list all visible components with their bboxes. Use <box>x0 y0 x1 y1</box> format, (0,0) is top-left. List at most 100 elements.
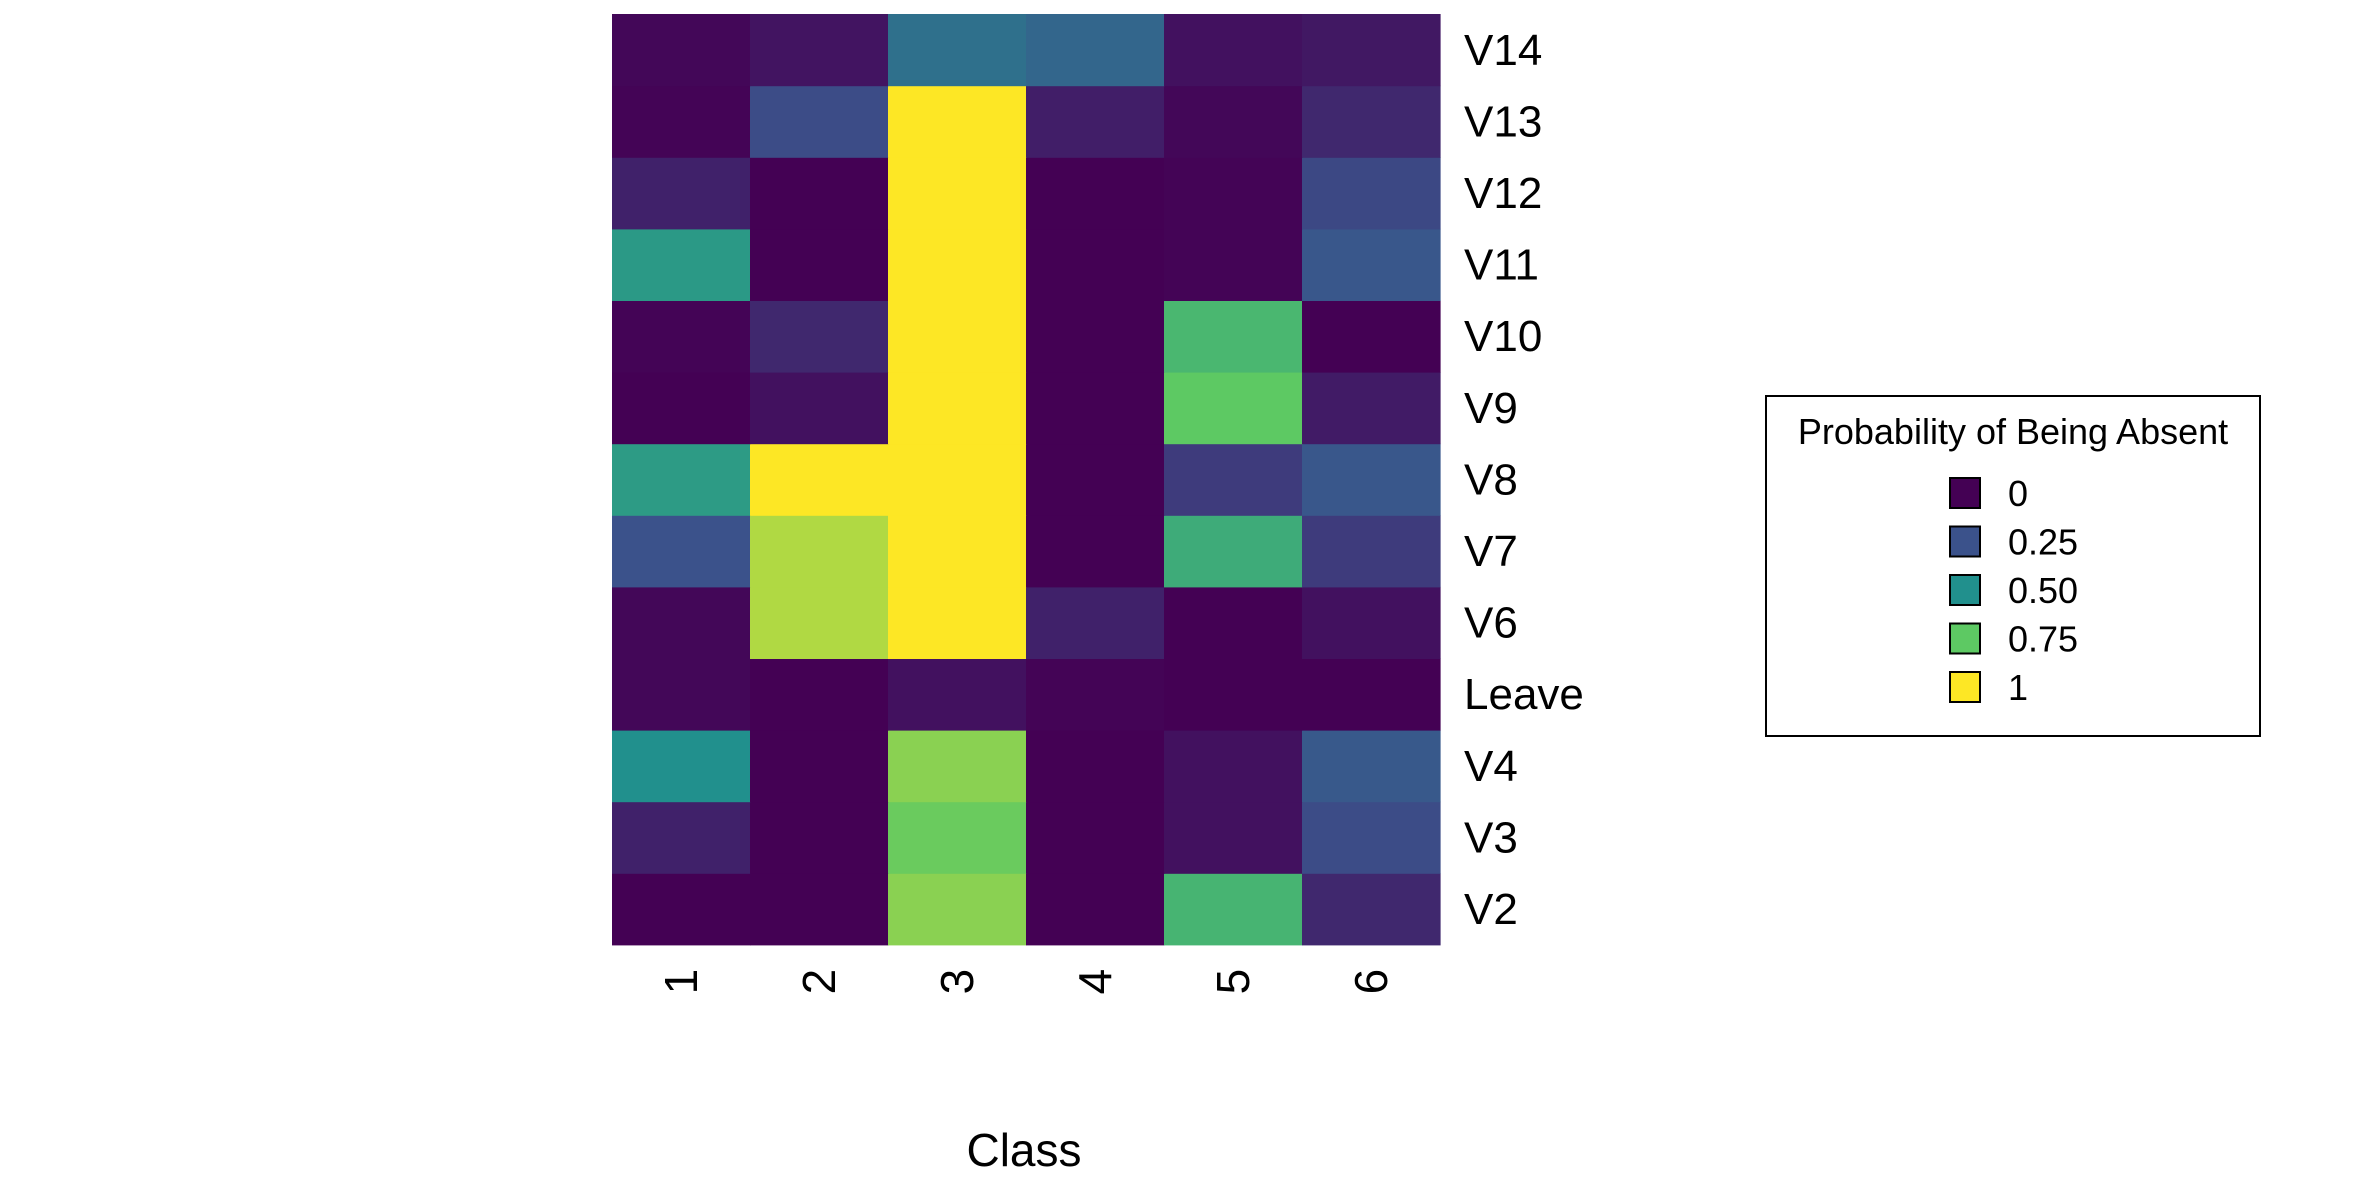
heatmap-cell-v13-class-1 <box>612 85 751 158</box>
heatmap-cell-v10-class-6 <box>1302 300 1441 373</box>
heatmap-cell-v9-class-5 <box>1164 372 1303 445</box>
heatmap-cell-v14-class-5 <box>1164 14 1303 87</box>
heatmap-cell-v8-class-3 <box>888 443 1027 516</box>
heatmap-cell-leave-class-4 <box>1026 658 1165 731</box>
heatmap-cell-v4-class-1 <box>612 730 751 803</box>
heatmap-cell-v11-class-5 <box>1164 228 1303 301</box>
heatmap-cell-v6-class-2 <box>750 586 889 659</box>
legend-swatch <box>1949 477 1981 509</box>
heatmap-cell-v2-class-6 <box>1302 873 1441 946</box>
legend-label: 0.25 <box>2008 522 2078 563</box>
heatmap-cell-v10-class-5 <box>1164 300 1303 373</box>
heatmap-cell-v7-class-3 <box>888 515 1027 588</box>
heatmap-cell-v14-class-2 <box>750 14 889 87</box>
legend-label: 0.75 <box>2008 619 2078 660</box>
heatmap-cell-v9-class-3 <box>888 372 1027 445</box>
heatmap-cell-v10-class-1 <box>612 300 751 373</box>
legend-label: 0.50 <box>2008 570 2078 611</box>
heatmap-cell-leave-class-6 <box>1302 658 1441 731</box>
heatmap-cell-v13-class-6 <box>1302 85 1441 158</box>
heatmap-cell-v6-class-4 <box>1026 586 1165 659</box>
heatmap-cell-v11-class-6 <box>1302 228 1441 301</box>
y-tick-label: V11 <box>1464 241 1539 290</box>
heatmap-cell-v7-class-4 <box>1026 515 1165 588</box>
y-tick-labels: V2 V3 V4 Leave V6 V7 V8 V9 V10 V11 V12 V13 V14 <box>1464 26 1584 934</box>
heatmap-cell-v2-class-3 <box>888 873 1027 946</box>
heatmap-cell-v2-class-5 <box>1164 873 1303 946</box>
y-tick-label: V3 <box>1464 813 1518 862</box>
heatmap-cell-v11-class-3 <box>888 228 1027 301</box>
heatmap-cell-v4-class-5 <box>1164 730 1303 803</box>
x-tick-label: 6 <box>1345 969 1397 995</box>
y-tick-label: V8 <box>1464 455 1518 504</box>
heatmap-cell-v3-class-6 <box>1302 801 1441 874</box>
x-tick-label: 4 <box>1069 969 1121 995</box>
x-tick-labels: 1 2 3 4 5 6 <box>655 969 1397 995</box>
x-tick-label: 3 <box>931 969 983 995</box>
heatmap-cell-v7-class-1 <box>612 515 751 588</box>
heatmap-cell-v8-class-4 <box>1026 443 1165 516</box>
heatmap-cell-v13-class-3 <box>888 85 1027 158</box>
heatmap-cell-v8-class-1 <box>612 443 751 516</box>
heatmap-cell-v14-class-4 <box>1026 14 1165 87</box>
heatmap-cells <box>612 14 1441 946</box>
heatmap-cell-leave-class-2 <box>750 658 889 731</box>
heatmap-cell-v14-class-1 <box>612 14 751 87</box>
heatmap-cell-v8-class-2 <box>750 443 889 516</box>
y-tick-label: V2 <box>1464 885 1518 934</box>
heatmap-cell-v13-class-2 <box>750 85 889 158</box>
legend-swatch <box>1949 671 1981 703</box>
heatmap-cell-v2-class-4 <box>1026 873 1165 946</box>
y-tick-label: V7 <box>1464 527 1518 576</box>
heatmap-cell-v12-class-1 <box>612 157 751 230</box>
heatmap-cell-leave-class-5 <box>1164 658 1303 731</box>
heatmap-cell-v12-class-5 <box>1164 157 1303 230</box>
legend-label: 1 <box>2008 667 2028 708</box>
heatmap-cell-v3-class-1 <box>612 801 751 874</box>
y-tick-label: V9 <box>1464 384 1518 433</box>
heatmap-cell-v3-class-2 <box>750 801 889 874</box>
heatmap-cell-v11-class-1 <box>612 228 751 301</box>
y-tick-label: V10 <box>1464 312 1542 361</box>
heatmap-cell-v12-class-4 <box>1026 157 1165 230</box>
legend-swatch <box>1949 574 1981 606</box>
legend-items: 0 0.25 0.50 0.75 1 <box>1949 473 2078 708</box>
heatmap-cell-v6-class-1 <box>612 586 751 659</box>
legend-swatch <box>1949 525 1981 558</box>
y-tick-label: V14 <box>1464 26 1542 75</box>
y-tick-label: V4 <box>1464 742 1518 791</box>
heatmap-cell-v2-class-1 <box>612 873 751 946</box>
legend: Probability of Being Absent 0 0.25 0.50 0.7… <box>1765 395 2261 737</box>
y-tick-label: V12 <box>1464 169 1542 218</box>
heatmap-cell-v11-class-4 <box>1026 228 1165 301</box>
heatmap-cell-v4-class-6 <box>1302 730 1441 803</box>
heatmap-cell-v9-class-2 <box>750 372 889 445</box>
y-tick-label: V13 <box>1464 97 1542 146</box>
heatmap-cell-v14-class-6 <box>1302 14 1441 87</box>
heatmap-cell-v4-class-3 <box>888 730 1027 803</box>
legend-label: 0 <box>2008 473 2028 514</box>
heatmap-cell-v11-class-2 <box>750 228 889 301</box>
legend-box <box>1765 395 2261 737</box>
heatmap-cell-v4-class-4 <box>1026 730 1165 803</box>
heatmap-cell-v2-class-2 <box>750 873 889 946</box>
heatmap-cell-v7-class-6 <box>1302 515 1441 588</box>
heatmap-cell-v10-class-4 <box>1026 300 1165 373</box>
x-tick-label: 2 <box>793 969 845 995</box>
heatmap-cell-leave-class-1 <box>612 658 751 731</box>
x-tick-label: 1 <box>655 969 707 995</box>
heatmap-cell-v12-class-2 <box>750 157 889 230</box>
y-tick-label: Leave <box>1464 670 1584 719</box>
legend-title: Probability of Being Absent <box>1798 411 2228 452</box>
heatmap-cell-v13-class-5 <box>1164 85 1303 158</box>
heatmap-cell-v12-class-6 <box>1302 157 1441 230</box>
heatmap-cell-v6-class-5 <box>1164 586 1303 659</box>
y-tick-label: V6 <box>1464 599 1518 648</box>
heatmap-cell-v12-class-3 <box>888 157 1027 230</box>
heatmap-cell-v4-class-2 <box>750 730 889 803</box>
heatmap-cell-v14-class-3 <box>888 14 1027 87</box>
heatmap-cell-leave-class-3 <box>888 658 1027 731</box>
heatmap-cell-v10-class-2 <box>750 300 889 373</box>
